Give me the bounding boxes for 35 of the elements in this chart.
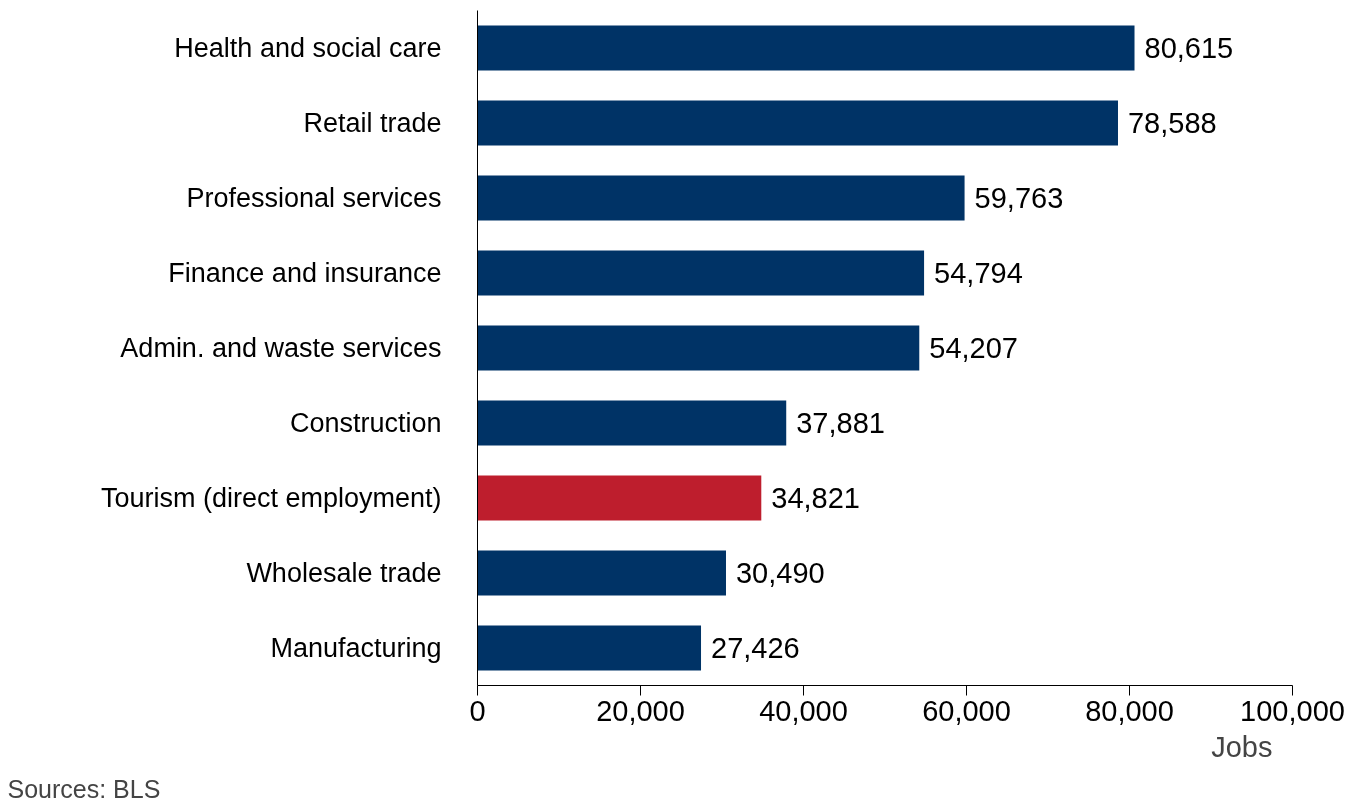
data-label: 37,881 bbox=[796, 407, 885, 439]
bar bbox=[477, 100, 1118, 146]
data-label: 30,490 bbox=[735, 557, 825, 589]
y-tick-label: Admin. and waste services bbox=[120, 333, 442, 363]
y-tick-label: Finance and insurance bbox=[168, 258, 442, 288]
x-tick-label: 60,000 bbox=[922, 694, 1011, 727]
source-note: Sources: BLS bbox=[7, 774, 161, 803]
x-tick-label: 20,000 bbox=[596, 694, 685, 727]
data-label: 80,615 bbox=[1144, 32, 1234, 64]
x-tick-label: 0 bbox=[469, 694, 486, 727]
y-tick-label: Manufacturing bbox=[270, 633, 442, 663]
x-tick-label: 40,000 bbox=[759, 694, 848, 727]
bar bbox=[477, 250, 925, 296]
y-tick-label: Construction bbox=[289, 408, 442, 438]
y-tick-label: Professional services bbox=[186, 183, 442, 213]
bar bbox=[477, 175, 965, 221]
data-label: 54,794 bbox=[934, 257, 1023, 289]
bar bbox=[477, 25, 1135, 71]
y-tick-label: Tourism (direct employment) bbox=[100, 483, 442, 513]
y-tick-label: Retail trade bbox=[303, 108, 442, 138]
bar bbox=[477, 550, 726, 596]
x-tick-label: 100,000 bbox=[1240, 694, 1345, 727]
y-tick-label: Wholesale trade bbox=[246, 558, 442, 588]
data-label: 34,821 bbox=[771, 482, 860, 514]
data-label: 27,426 bbox=[711, 632, 800, 664]
y-tick-label: Health and social care bbox=[174, 33, 442, 63]
bar bbox=[477, 475, 762, 521]
x-axis-title: Jobs bbox=[1211, 730, 1273, 763]
bar bbox=[477, 400, 787, 446]
x-tick-label: 80,000 bbox=[1085, 694, 1174, 727]
bar bbox=[477, 325, 920, 371]
data-label: 78,588 bbox=[1127, 107, 1217, 139]
data-label: 59,763 bbox=[974, 182, 1064, 214]
bar bbox=[477, 625, 702, 671]
data-label: 54,207 bbox=[929, 332, 1018, 364]
